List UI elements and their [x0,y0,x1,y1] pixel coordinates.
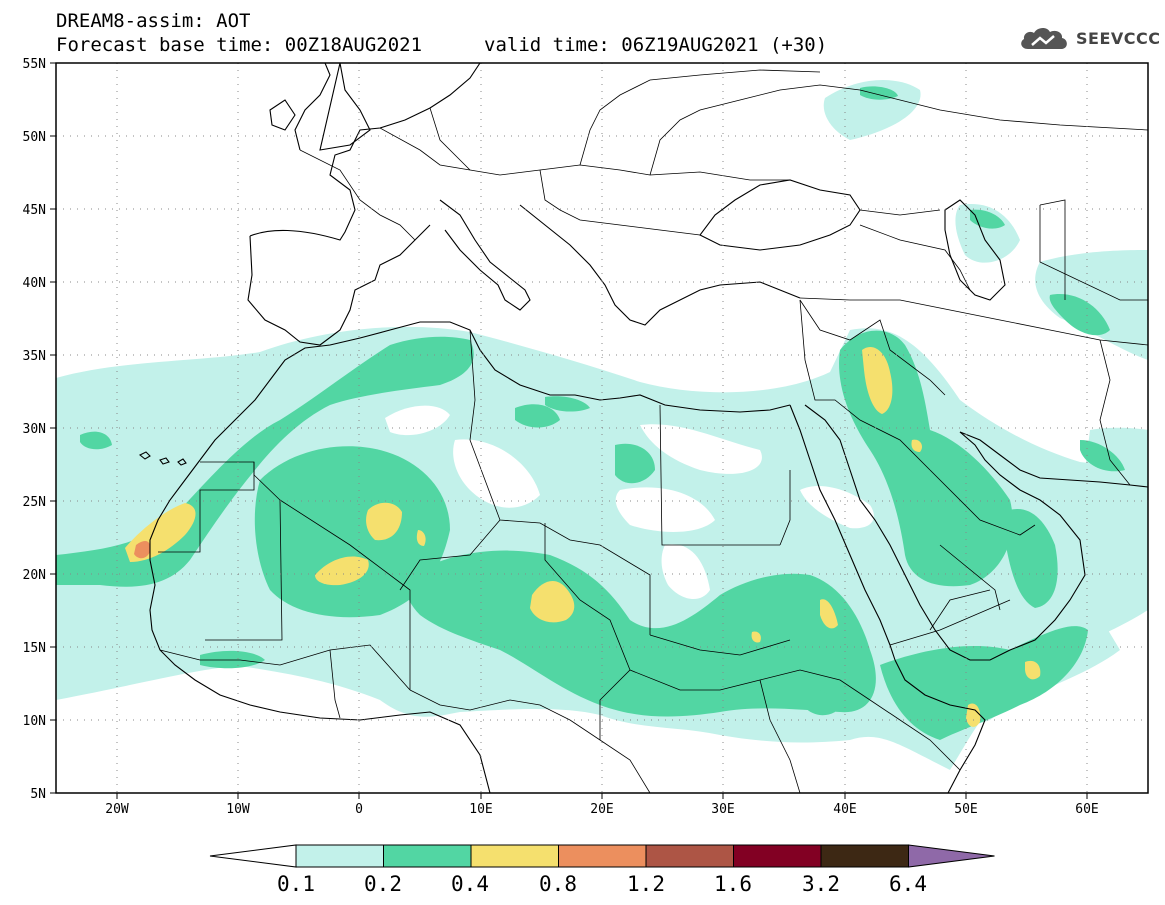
colorbar-label: 6.4 [889,872,927,896]
colorbar-label: 0.1 [277,872,315,896]
lon-label: 50E [954,802,977,817]
aot-field [56,63,1148,793]
colorbar-bin [383,844,472,868]
coastlines [138,63,1148,793]
colorbar-label: 3.2 [802,872,840,896]
colorbar-bin [558,844,647,868]
valid-time: valid time: 06Z19AUG2021 (+30) [484,34,828,56]
aot-contour-0.8 [134,540,151,559]
longitude-labels: 20W 10W 0 10E 20E 30E 40E 50E 60E [105,802,1098,817]
lat-label: 40N [23,276,46,291]
lat-label: 55N [23,57,46,72]
colorbar-high-arrow [908,844,995,868]
lon-label: 10E [469,802,492,817]
logo-text: SEEVCCC [1076,28,1161,48]
colorbar-label: 1.6 [714,872,752,896]
colorbar-bin [295,844,384,868]
product-title: DREAM8-assim: AOT [56,10,251,32]
lat-label: 20N [23,568,46,583]
colorbar-bin [470,844,559,868]
lon-label: 60E [1075,802,1098,817]
lat-label: 10N [23,714,46,729]
lon-label: 30E [711,802,734,817]
lat-label: 35N [23,349,46,364]
colorbar-labels: 0.1 0.2 0.4 0.8 1.2 1.6 3.2 6.4 [277,872,927,896]
colorbar-low-arrow [209,844,297,868]
lat-label: 15N [23,641,46,656]
forecast-base-time: Forecast base time: 00Z18AUG2021 [56,34,423,56]
country-borders [158,69,1148,793]
lat-label: 50N [23,130,46,145]
lon-label: 20W [105,802,129,817]
lat-label: 25N [23,495,46,510]
colorbar [209,844,995,868]
cloud-icon [1021,27,1067,49]
lon-label: 0 [355,802,363,817]
lat-label: 30N [23,422,46,437]
lon-label: 40E [833,802,856,817]
colorbar-label: 0.2 [364,872,402,896]
colorbar-label: 0.4 [451,872,489,896]
colorbar-label: 1.2 [627,872,665,896]
lon-label: 20E [590,802,613,817]
colorbar-label: 0.8 [539,872,577,896]
axis-ticks [50,62,1088,799]
colorbar-bin [733,844,822,868]
latitude-labels: 55N 50N 45N 40N 35N 30N 25N 20N 15N 10N … [23,57,46,802]
graticule [56,63,1148,793]
colorbar-bin [820,844,909,868]
aot-low-zones [385,405,874,600]
seevccc-logo: SEEVCCC [1018,24,1161,52]
lon-label: 10W [226,802,250,817]
lat-label: 5N [30,787,46,802]
colorbar-bin [645,844,734,868]
lat-label: 45N [23,203,46,218]
